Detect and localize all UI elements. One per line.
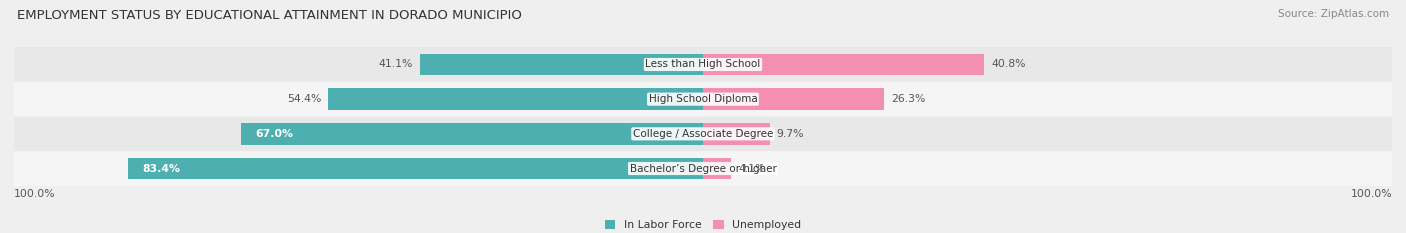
Bar: [703, 54, 984, 75]
Legend: In Labor Force, Unemployed: In Labor Force, Unemployed: [605, 220, 801, 230]
Bar: [242, 123, 703, 145]
Text: 100.0%: 100.0%: [14, 189, 56, 199]
Text: Less than High School: Less than High School: [645, 59, 761, 69]
Text: 67.0%: 67.0%: [254, 129, 294, 139]
Bar: [420, 54, 703, 75]
Text: Source: ZipAtlas.com: Source: ZipAtlas.com: [1278, 9, 1389, 19]
FancyBboxPatch shape: [14, 82, 1392, 116]
Bar: [703, 88, 884, 110]
Text: 100.0%: 100.0%: [1350, 189, 1392, 199]
Bar: [128, 158, 703, 179]
Text: College / Associate Degree: College / Associate Degree: [633, 129, 773, 139]
Text: 9.7%: 9.7%: [776, 129, 804, 139]
Text: 4.1%: 4.1%: [738, 164, 766, 174]
Text: High School Diploma: High School Diploma: [648, 94, 758, 104]
FancyBboxPatch shape: [14, 47, 1392, 82]
Bar: [703, 123, 770, 145]
Text: 54.4%: 54.4%: [287, 94, 322, 104]
Text: Bachelor’s Degree or higher: Bachelor’s Degree or higher: [630, 164, 776, 174]
FancyBboxPatch shape: [14, 151, 1392, 186]
Text: 26.3%: 26.3%: [891, 94, 925, 104]
Text: EMPLOYMENT STATUS BY EDUCATIONAL ATTAINMENT IN DORADO MUNICIPIO: EMPLOYMENT STATUS BY EDUCATIONAL ATTAINM…: [17, 9, 522, 22]
Text: 41.1%: 41.1%: [378, 59, 413, 69]
Bar: [703, 158, 731, 179]
Text: 83.4%: 83.4%: [142, 164, 180, 174]
FancyBboxPatch shape: [14, 116, 1392, 151]
Bar: [328, 88, 703, 110]
Text: 40.8%: 40.8%: [991, 59, 1025, 69]
